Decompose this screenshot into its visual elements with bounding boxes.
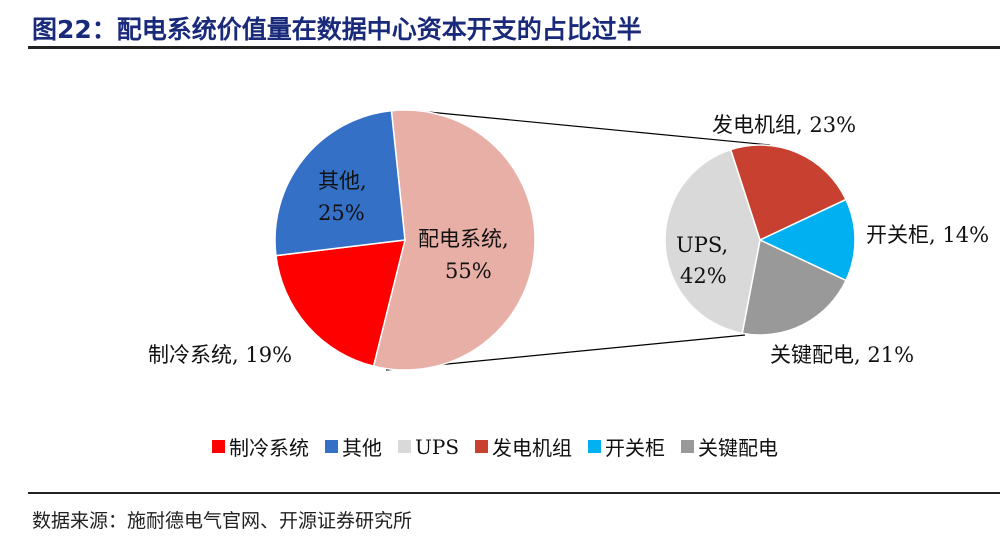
title-rule: [28, 46, 1000, 49]
legend-item: 其他: [325, 432, 382, 461]
label-制冷系统: 制冷系统, 19%: [148, 343, 292, 367]
legend-item: 发电机组: [475, 432, 572, 461]
label-配电系统: 配电系统,: [418, 227, 509, 251]
pie-slice-发电机组: [729, 144, 847, 242]
figure-title: 图22：配电系统价值量在数据中心资本开支的占比过半: [32, 15, 642, 44]
legend-label: 发电机组: [492, 436, 573, 460]
pie-slice-开关柜: [758, 198, 856, 282]
label-UPS: UPS,: [676, 233, 728, 257]
legend-label: UPS: [415, 434, 460, 459]
pie-slice-关键配电: [741, 238, 847, 336]
pie-slice-其他: [274, 109, 406, 257]
legend-swatch: [475, 440, 489, 453]
legend-swatch: [212, 440, 225, 453]
legend-swatch: [398, 440, 411, 453]
pie-slice-UPS: [664, 148, 761, 335]
legend-item: 关键配电: [681, 432, 778, 461]
source-note: 数据来源：施耐德电气官网、开源证券研究所: [32, 510, 413, 532]
label-其他-pct: 25%: [318, 201, 365, 225]
legend-label: 关键配电: [698, 436, 779, 460]
source-rule: [28, 492, 1000, 494]
label-发电机组: 发电机组, 23%: [712, 113, 856, 137]
legend-swatch: [588, 440, 602, 453]
legend-label: 开关柜: [605, 436, 666, 460]
label-其他: 其他,: [318, 169, 367, 193]
label-关键配电: 关键配电, 21%: [770, 343, 914, 367]
legend-label: 制冷系统: [229, 436, 309, 460]
legend: 制冷系统 其他 UPS 发电机组 开关柜 关键配电: [212, 432, 778, 461]
legend-item: 开关柜: [588, 432, 665, 461]
legend-swatch: [325, 440, 338, 453]
label-开关柜: 开关柜, 14%: [866, 223, 989, 247]
label-配电系统-pct: 55%: [445, 259, 492, 283]
connector-line-top: [417, 110, 771, 146]
label-UPS-pct: 42%: [680, 264, 727, 288]
pie-slice-配电系统: [372, 109, 536, 371]
pie-slice-制冷系统: [275, 239, 406, 368]
legend-item: UPS: [398, 432, 459, 461]
legend-swatch: [681, 440, 695, 453]
legend-label: 其他: [342, 436, 382, 460]
legend-item: 制冷系统: [212, 432, 309, 461]
